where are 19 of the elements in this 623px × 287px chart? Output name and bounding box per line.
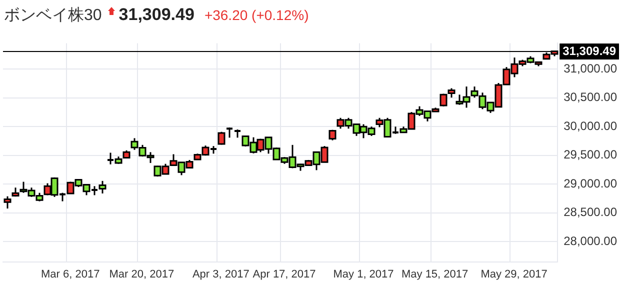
x-tick-label: Mar 6, 2017 [40,268,100,280]
y-tick-label: 28,500.00 [564,205,618,220]
ref-line-label: 31,309.49 [562,44,616,58]
y-tick-label: 30,500.00 [564,90,618,104]
x-tick-label: Mar 20, 2017 [109,268,174,280]
chart-subtitle: 31,309.49 [118,5,194,25]
x-tick-label: Apr 3, 2017 [192,268,250,280]
y-tick-label: 28,000.00 [564,234,618,248]
y-tick-label: 29,500.00 [564,148,618,162]
x-tick-label: May 15, 2017 [401,268,468,280]
x-tick-label: May 29, 2017 [480,268,548,280]
x-tick-label: May 1, 2017 [333,268,394,280]
y-tick-label: 31,000.00 [564,61,618,76]
chart-title: ボンベイ株30 [4,6,102,26]
text: +36.20 (+0.12%) [204,7,309,23]
x-tick-label: Apr 17, 2017 [252,268,316,280]
y-tick-label: 30,000.00 [564,118,618,133]
y-tick-label: 29,000.00 [564,176,618,190]
candlestick [226,126,234,138]
